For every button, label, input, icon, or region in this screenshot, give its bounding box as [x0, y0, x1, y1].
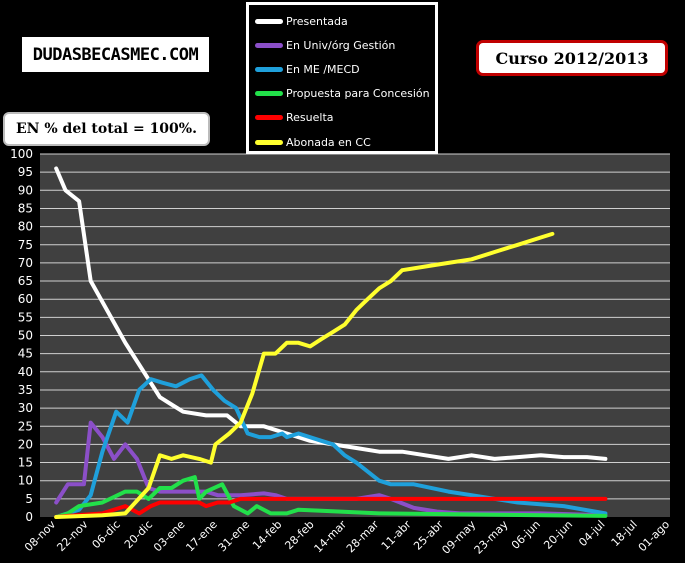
x-tick-label: 06-jun	[509, 518, 543, 552]
legend-label: En Univ/órg Gestión	[286, 38, 396, 52]
series-line	[54, 231, 555, 519]
y-tick-label: 100	[10, 147, 33, 161]
y-tick-label: 85	[18, 201, 33, 215]
x-tick-label: 03-ene	[151, 518, 188, 555]
x-tick-label: 04-jul	[576, 518, 607, 549]
legend-label: Resuelta	[286, 111, 334, 125]
x-tick-label: 14-feb	[250, 518, 284, 552]
legend-item: Presentada	[255, 9, 435, 33]
legend-label: Abonada en CC	[286, 135, 371, 149]
legend-label: Presentada	[286, 14, 348, 28]
y-tick-label: 50	[18, 329, 33, 343]
y-tick-label: 55	[18, 310, 33, 324]
legend-item: Resuelta	[255, 106, 435, 130]
y-tick-label: 15	[18, 456, 33, 470]
series-line	[54, 166, 608, 461]
x-tick-label: 11-abr	[379, 518, 414, 553]
course-label-box: Curso 2012/2013	[476, 40, 668, 76]
series-line	[54, 475, 608, 519]
y-tick-label: 65	[18, 274, 33, 288]
y-tick-label: 35	[18, 383, 33, 397]
y-tick-label: 40	[18, 365, 33, 379]
legend-swatch	[255, 42, 283, 48]
series-line	[54, 496, 608, 519]
grid-lines	[40, 153, 670, 500]
x-tick-label: 28-mar	[344, 518, 382, 556]
series-lines	[54, 166, 608, 519]
x-tick-label: 23-may	[472, 518, 511, 557]
y-tick-label: 5	[25, 492, 33, 506]
y-tick-label: 75	[18, 238, 33, 252]
x-tick-label: 20-jun	[541, 518, 575, 552]
x-tick-label: 14-mar	[312, 518, 350, 556]
legend-label: En ME /MECD	[286, 62, 360, 76]
legend-label: Propuesta para Concesión	[286, 87, 430, 101]
y-tick-label: 80	[18, 220, 33, 234]
legend-item: En Univ/órg Gestión	[255, 33, 435, 57]
chart-legend: Presentada En Univ/órg Gestión En ME /MECD…	[246, 2, 438, 154]
legend-swatch	[255, 91, 283, 97]
percentage-note-box: EN % del total = 100%.	[3, 112, 210, 146]
x-tick-label: 17-ene	[183, 518, 220, 555]
x-tick-label: 20-dic	[122, 518, 155, 551]
y-tick-label: 95	[18, 165, 33, 179]
legend-swatch	[255, 115, 283, 121]
x-tick-label: 09-may	[439, 518, 478, 557]
legend-item: Abonada en CC	[255, 130, 435, 154]
legend-swatch	[255, 139, 283, 145]
y-tick-label: 25	[18, 419, 33, 433]
y-axis-ticks: 0 5 10 15 20 25 30 35 40 45 50 55 60 65 70 75 80 85 90 95 10…	[10, 147, 33, 524]
y-tick-label: 60	[18, 292, 33, 306]
y-tick-label: 70	[18, 256, 33, 270]
y-tick-label: 45	[18, 347, 33, 361]
legend-item: Propuesta para Concesión	[255, 82, 435, 106]
series-line	[54, 373, 608, 519]
y-tick-label: 30	[18, 401, 33, 415]
legend-item: En ME /MECD	[255, 57, 435, 81]
site-logo: DUDASBECASMEC.COM	[22, 37, 209, 72]
y-tick-label: 10	[18, 474, 33, 488]
x-tick-label: 06-dic	[90, 518, 123, 551]
legend-swatch	[255, 66, 283, 72]
x-tick-label: 31-ene	[216, 518, 253, 555]
y-tick-label: 90	[18, 183, 33, 197]
x-tick-label: 22-nov	[54, 518, 91, 555]
series-line	[54, 420, 608, 518]
y-tick-label: 20	[18, 437, 33, 451]
legend-swatch	[255, 18, 283, 24]
x-tick-label: 01-ago	[636, 518, 673, 555]
y-tick-label: 0	[25, 510, 33, 524]
